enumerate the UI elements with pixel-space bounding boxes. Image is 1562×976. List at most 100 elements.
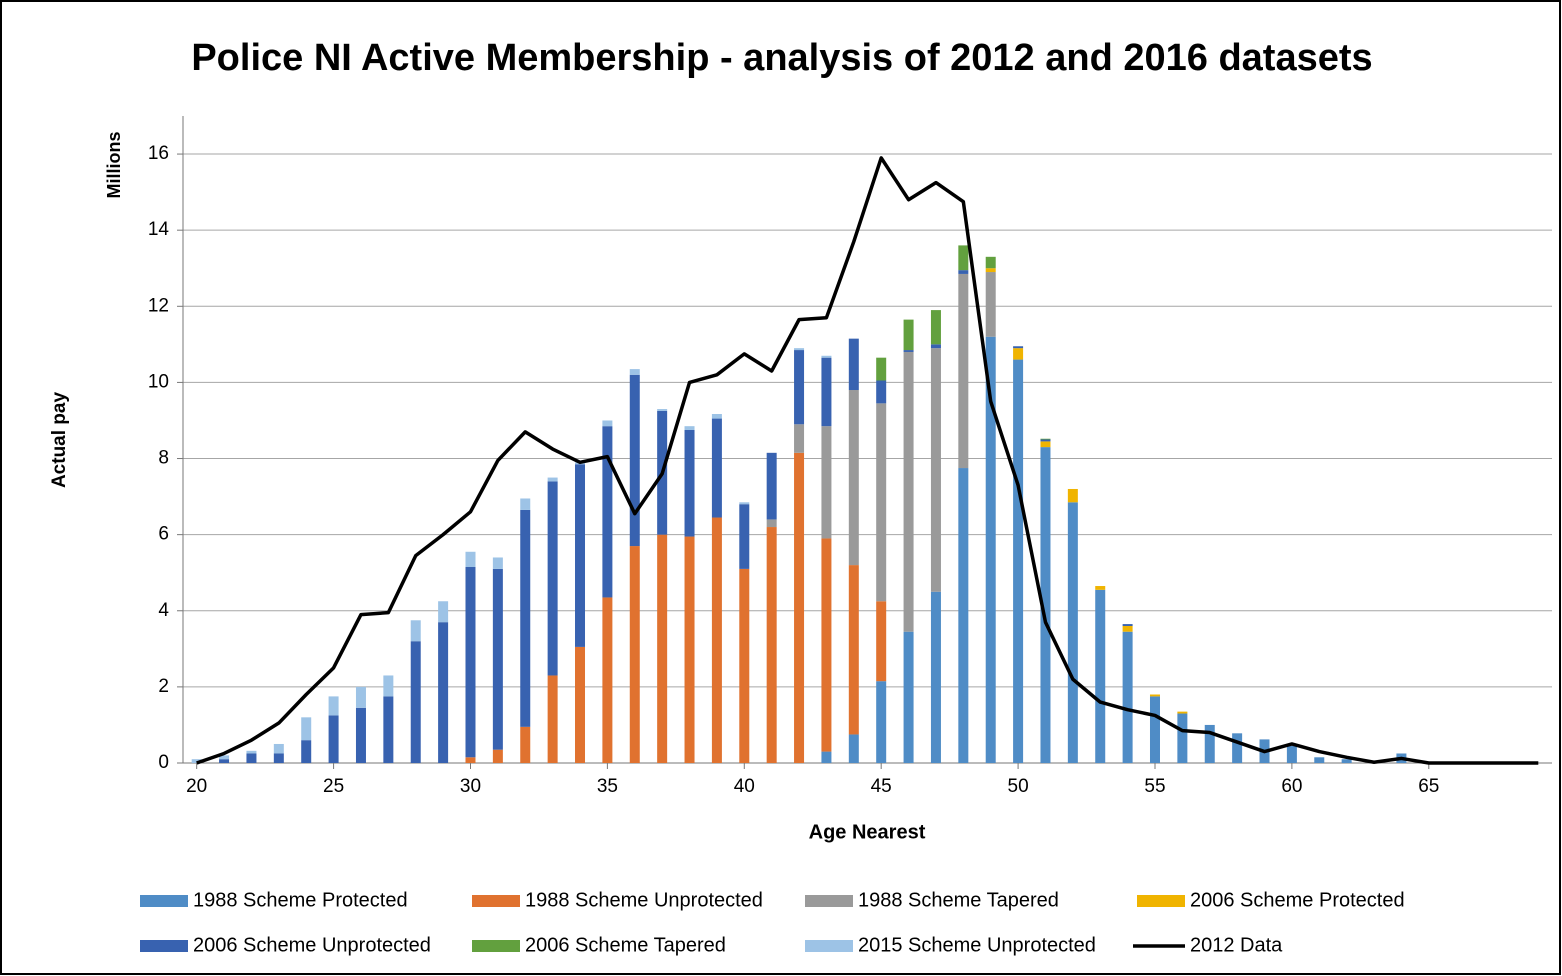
bar-segment xyxy=(328,696,339,716)
bar-segment xyxy=(355,707,366,763)
bar-segment xyxy=(958,270,969,274)
bar-segment xyxy=(1040,439,1051,442)
bar-segment xyxy=(657,409,668,411)
legend-swatch xyxy=(1137,895,1185,907)
legend-label: 2006 Scheme Unprotected xyxy=(193,934,431,956)
chart-title: Police NI Active Membership - analysis o… xyxy=(191,37,1372,79)
bar-segment xyxy=(958,468,969,763)
x-tick-label: 50 xyxy=(1008,776,1029,797)
x-tick-label: 45 xyxy=(871,776,892,797)
bar-segment xyxy=(438,601,449,623)
x-tick-label: 30 xyxy=(460,776,481,797)
bar-segment xyxy=(1013,359,1024,763)
x-tick-label: 60 xyxy=(1281,776,1302,797)
bar-segment xyxy=(492,568,503,750)
bar-segment xyxy=(1314,757,1325,763)
bar-segment xyxy=(684,429,695,537)
legend-label: 2006 Scheme Tapered xyxy=(525,934,726,956)
bar-segment xyxy=(930,348,941,592)
bar-segment xyxy=(465,757,476,763)
bar-segment xyxy=(766,452,777,520)
bar-segment xyxy=(958,273,969,469)
bar-segment xyxy=(575,646,586,763)
bar-segment xyxy=(876,357,887,381)
bar-segment xyxy=(848,565,859,735)
y-tick-label: 10 xyxy=(148,371,169,392)
bar-segment xyxy=(492,557,503,569)
bar-segment xyxy=(903,319,914,351)
bar-segment xyxy=(246,753,257,763)
bar-segment xyxy=(1149,694,1160,697)
bar-segment xyxy=(930,310,941,345)
bar-segment xyxy=(465,551,476,567)
bar-segment xyxy=(520,726,531,763)
bar-segment xyxy=(383,696,394,763)
bar-segment xyxy=(1204,724,1215,763)
bar-segment xyxy=(657,534,668,763)
bar-segment xyxy=(903,351,914,632)
bar-segment xyxy=(711,414,722,419)
y-tick-label: 2 xyxy=(158,676,169,697)
bar-segment xyxy=(766,519,777,528)
legend-swatch xyxy=(140,895,188,907)
bar-segment xyxy=(547,481,558,676)
bar-segment xyxy=(410,620,421,642)
legend-swatch xyxy=(472,940,520,952)
x-tick-label: 55 xyxy=(1144,776,1165,797)
bar-segment xyxy=(629,546,640,763)
bar-segment xyxy=(219,755,230,760)
y-tick-label: 8 xyxy=(158,448,169,469)
x-axis-label: Age Nearest xyxy=(809,821,926,843)
bar-segment xyxy=(383,675,394,697)
bar-segment xyxy=(739,502,750,505)
bar-segment xyxy=(1177,711,1188,714)
bar-segment xyxy=(848,390,859,566)
bar-segment xyxy=(1013,348,1024,360)
bar-segment xyxy=(876,681,887,763)
bar-segment xyxy=(684,426,695,430)
bar-segment xyxy=(821,426,832,539)
y-tick-label: 12 xyxy=(148,295,169,316)
legend-label: 1988 Scheme Unprotected xyxy=(525,889,763,911)
bar-segment xyxy=(1067,488,1078,503)
bar-segment xyxy=(794,424,805,453)
y-tick-label: 6 xyxy=(158,524,169,545)
bar-segment xyxy=(355,686,366,708)
bar-segment xyxy=(711,517,722,763)
bar-segment xyxy=(273,743,284,754)
bar-segment xyxy=(821,355,832,358)
bar-segment xyxy=(219,759,230,763)
bar-segment xyxy=(1040,441,1051,448)
bar-segment xyxy=(711,418,722,518)
bar-segment xyxy=(876,601,887,682)
bar-segment xyxy=(602,420,613,427)
bar-segment xyxy=(794,452,805,763)
legend-label: 2006 Scheme Protected xyxy=(1190,889,1405,911)
bar-segment xyxy=(930,344,941,349)
bar-segment xyxy=(985,336,996,763)
bar-segment xyxy=(821,751,832,763)
bar-segment xyxy=(876,380,887,404)
bar-segment xyxy=(985,268,996,273)
bar-segment xyxy=(1095,589,1106,763)
x-tick-label: 35 xyxy=(597,776,618,797)
x-tick-label: 65 xyxy=(1418,776,1439,797)
bar-segment xyxy=(1149,696,1160,763)
bar-segment xyxy=(684,536,695,763)
legend-swatch xyxy=(805,940,853,952)
legend-label: 1988 Scheme Protected xyxy=(193,889,408,911)
bar-segment xyxy=(273,753,284,763)
bar-segment xyxy=(547,477,558,482)
bar-segment xyxy=(575,464,586,647)
y-tick-label: 16 xyxy=(148,143,169,164)
bar-segment xyxy=(1122,624,1133,626)
bar-segment xyxy=(958,245,969,271)
bar-segment xyxy=(492,749,503,763)
bar-segment xyxy=(1040,438,1051,440)
x-tick-label: 20 xyxy=(186,776,207,797)
bar-segment xyxy=(1177,713,1188,763)
bar-segment xyxy=(438,622,449,763)
bar-segment xyxy=(1286,745,1297,763)
bar-segment xyxy=(1095,586,1106,590)
